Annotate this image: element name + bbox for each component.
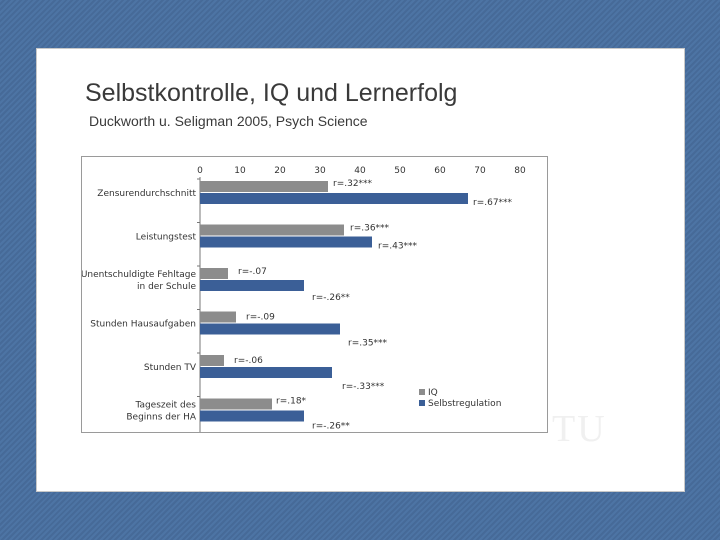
category-label: Unentschuldigte Fehltage bbox=[82, 270, 196, 280]
bar-selbstregulation bbox=[200, 193, 468, 204]
bar-chart: 0 10 20 30 40 50 60 70 80 Zensurendurchschnitt r=.… bbox=[82, 166, 526, 432]
data-label: r=-.09 bbox=[246, 313, 275, 323]
category-label: Tageszeit des bbox=[134, 401, 196, 411]
data-label: r=.18* bbox=[276, 397, 307, 407]
category-label: Beginns der HA bbox=[126, 413, 196, 423]
legend-label: Selbstregulation bbox=[428, 399, 501, 409]
legend-swatch bbox=[419, 389, 425, 395]
logo-watermark: TU bbox=[552, 408, 607, 450]
bar-iq bbox=[200, 311, 236, 323]
bar-iq bbox=[200, 398, 272, 410]
chart-container: 0 10 20 30 40 50 60 70 80 Zensurendurchschnitt r=.… bbox=[81, 156, 548, 433]
bar-selbstregulation bbox=[200, 367, 332, 378]
data-label: r=-.07 bbox=[238, 267, 267, 277]
data-label: r=-.26** bbox=[312, 422, 350, 432]
x-tick-label: 10 bbox=[234, 166, 246, 176]
bar-iq bbox=[200, 224, 344, 236]
x-tick-label: 40 bbox=[354, 166, 366, 176]
legend-label: IQ bbox=[428, 388, 438, 398]
x-tick-label: 30 bbox=[314, 166, 326, 176]
bar-iq bbox=[200, 355, 224, 366]
category-label: Leistungstest bbox=[136, 233, 197, 243]
data-label: r=.36*** bbox=[350, 224, 390, 234]
bar-selbstregulation bbox=[200, 280, 304, 291]
x-tick-label: 0 bbox=[197, 166, 203, 176]
category-label: Stunden Hausaufgaben bbox=[90, 320, 196, 330]
data-label: r=-.26** bbox=[312, 293, 350, 303]
bar-selbstregulation bbox=[200, 323, 340, 335]
data-label: r=.67*** bbox=[473, 198, 513, 208]
x-tick-label: 60 bbox=[434, 166, 446, 176]
bar-iq bbox=[200, 181, 328, 192]
bar-selbstregulation bbox=[200, 410, 304, 422]
category-label: Zensurendurchschnitt bbox=[97, 189, 196, 199]
x-tick-label: 20 bbox=[274, 166, 286, 176]
category-label: in der Schule bbox=[137, 282, 196, 292]
bar-iq bbox=[200, 268, 228, 279]
data-label: r=.32*** bbox=[333, 179, 373, 189]
data-label: r=.35*** bbox=[348, 339, 388, 349]
data-label: r=-.06 bbox=[234, 356, 263, 366]
x-tick-label: 80 bbox=[514, 166, 526, 176]
slide-title: Selbstkontrolle, IQ und Lernerfolg bbox=[85, 79, 458, 107]
x-tick-label: 70 bbox=[474, 166, 486, 176]
bar-selbstregulation bbox=[200, 236, 372, 248]
data-label: r=-.33*** bbox=[342, 382, 385, 392]
slide-subtitle: Duckworth u. Seligman 2005, Psych Scienc… bbox=[89, 113, 368, 129]
slide: Selbstkontrolle, IQ und Lernerfolg Duckw… bbox=[36, 48, 685, 492]
category-label: Stunden TV bbox=[144, 363, 197, 373]
x-tick-label: 50 bbox=[394, 166, 406, 176]
data-label: r=.43*** bbox=[378, 242, 418, 252]
legend-swatch bbox=[419, 400, 425, 406]
